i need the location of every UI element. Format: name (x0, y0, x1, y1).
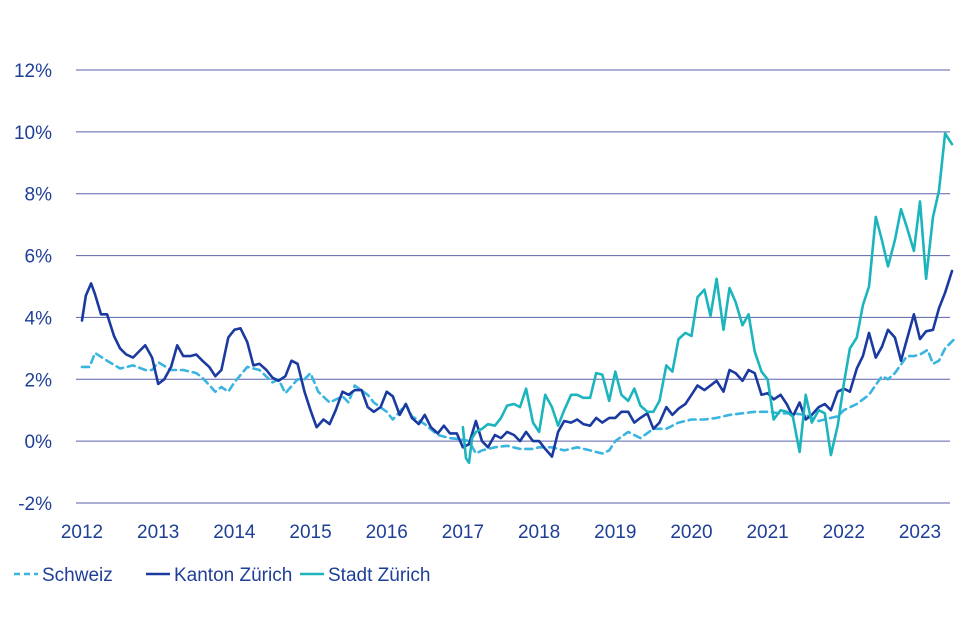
legend-label: Schweiz (42, 565, 113, 586)
grid-lines (76, 69, 950, 504)
x-tick-label: 2022 (823, 522, 865, 543)
y-tick-label: 6% (25, 247, 53, 268)
x-tick-label: 2020 (670, 522, 712, 543)
x-tick-label: 2017 (442, 522, 484, 543)
x-tick-label: 2013 (137, 522, 179, 543)
x-tick-label: 2021 (746, 522, 788, 543)
series-line-kanton-z-rich (80, 269, 954, 458)
y-tick-label: 8% (25, 185, 53, 206)
x-tick-label: 2012 (61, 522, 103, 543)
legend: Schweiz Kanton Zürich Stadt Zürich (14, 565, 430, 586)
y-tick-label: 2% (25, 370, 53, 391)
x-axis-tick-labels: 2012 2013 2014 2015 2016 2017 2018 2019 2020 2021… (61, 522, 941, 543)
x-tick-label: 2019 (594, 522, 636, 543)
y-tick-label: 10% (14, 123, 52, 144)
x-tick-label: 2016 (366, 522, 408, 543)
series-line-stadt-z-rich (461, 132, 954, 465)
x-tick-label: 2014 (213, 522, 256, 543)
series-lines (80, 132, 956, 465)
y-tick-label: -2% (18, 494, 52, 515)
series-line-schweiz (80, 337, 956, 455)
legend-label: Stadt Zürich (328, 565, 430, 586)
legend-label: Kanton Zürich (174, 565, 292, 586)
y-tick-label: 0% (25, 432, 53, 453)
x-tick-label: 2018 (518, 522, 560, 543)
x-tick-label: 2015 (289, 522, 331, 543)
y-tick-label: 12% (14, 61, 52, 82)
y-tick-label: 4% (25, 308, 53, 329)
y-axis-tick-labels: -2% 0% 2% 4% 6% 8% 10% 12% (14, 61, 52, 515)
x-tick-label: 2023 (899, 522, 941, 543)
